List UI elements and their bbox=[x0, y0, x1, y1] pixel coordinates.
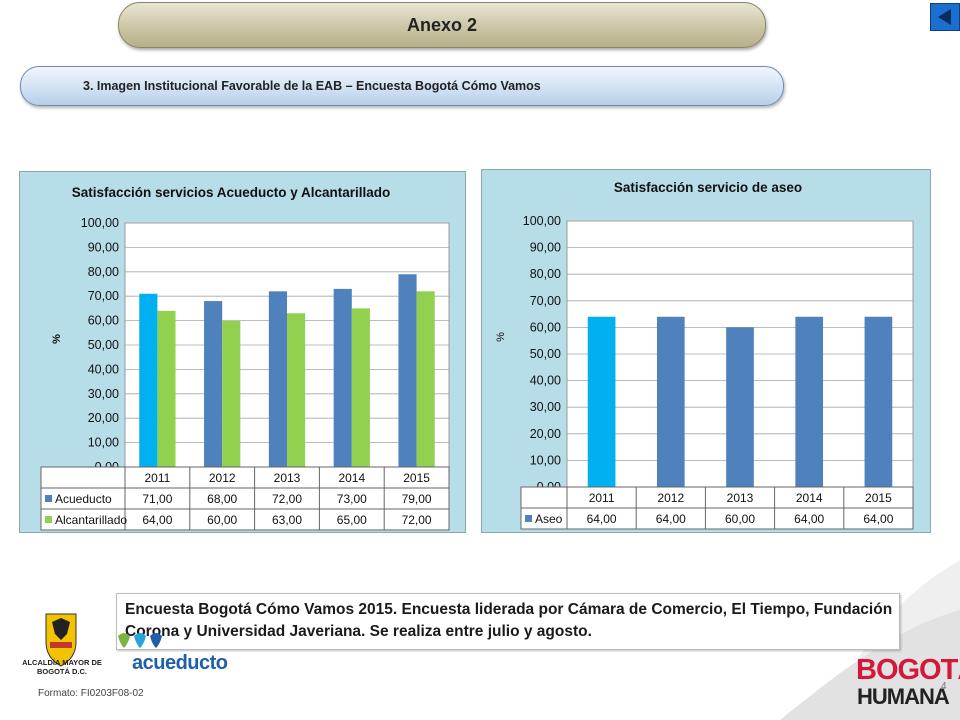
legend-swatch-acueducto bbox=[45, 495, 52, 502]
alcaldia-logo-text: ALCALDÍA MAYOR DE BOGOTÁ D.C. bbox=[22, 658, 102, 676]
bar-alcantarillado-2015 bbox=[416, 291, 435, 467]
x-tick-label: 2011 bbox=[589, 491, 615, 505]
x-tick-label: 2015 bbox=[403, 471, 430, 485]
bar-acueducto-2014 bbox=[333, 288, 352, 467]
chart-title: Satisfacción servicios Acueducto y Alcan… bbox=[72, 185, 391, 200]
x-tick-label: 2013 bbox=[727, 491, 754, 505]
data-label: 64,00 bbox=[656, 512, 686, 526]
y-tick-label: 90,00 bbox=[530, 241, 561, 255]
chart-title: Satisfacción servicio de aseo bbox=[614, 180, 802, 195]
data-label: 72,00 bbox=[402, 513, 432, 527]
data-label: 64,00 bbox=[863, 512, 893, 526]
data-label: 60,00 bbox=[725, 512, 755, 526]
data-label: 65,00 bbox=[337, 513, 367, 527]
x-tick-label: 2013 bbox=[274, 471, 301, 485]
chart-panel-aseo: Satisfacción servicio de aseo0,0010,0020… bbox=[481, 169, 931, 533]
data-label: 64,00 bbox=[794, 512, 824, 526]
y-tick-label: 30,00 bbox=[530, 400, 561, 414]
bar-aseo-2013 bbox=[726, 327, 754, 487]
y-tick-label: 90,00 bbox=[88, 240, 119, 254]
bar-alcantarillado-2012 bbox=[222, 320, 241, 467]
annex-title: Anexo 2 bbox=[406, 14, 478, 35]
y-tick-label: 70,00 bbox=[530, 294, 561, 308]
chart-aseo: Satisfacción servicio de aseo0,0010,0020… bbox=[495, 180, 914, 530]
annex-title-banner: Anexo 2 bbox=[118, 2, 766, 48]
chart-acueducto-alcantarillado: Satisfacción servicios Acueducto y Alcan… bbox=[40, 185, 450, 531]
data-label: 72,00 bbox=[272, 492, 302, 506]
bar-acueducto-2011 bbox=[139, 293, 158, 467]
bar-alcantarillado-2013 bbox=[287, 313, 306, 467]
y-tick-label: 70,00 bbox=[88, 289, 119, 303]
y-tick-label: 100,00 bbox=[81, 216, 119, 230]
y-tick-label: 50,00 bbox=[88, 338, 119, 352]
x-tick-label: 2012 bbox=[657, 491, 684, 505]
data-label: 79,00 bbox=[402, 492, 432, 506]
y-axis-label: % bbox=[495, 332, 507, 342]
bar-aseo-2015 bbox=[864, 316, 893, 487]
data-label: 60,00 bbox=[207, 513, 237, 527]
y-axis-label: % bbox=[51, 334, 63, 344]
legend-label-aseo: Aseo bbox=[535, 512, 563, 526]
bar-alcantarillado-2011 bbox=[157, 310, 176, 467]
data-label: 64,00 bbox=[587, 512, 617, 526]
legend-label-alcantarillado: Alcantarillado bbox=[55, 513, 127, 527]
bar-aseo-2011 bbox=[587, 316, 616, 487]
y-tick-label: 80,00 bbox=[88, 265, 119, 279]
acueducto-drops-logo bbox=[118, 633, 162, 648]
x-tick-label: 2011 bbox=[144, 471, 170, 485]
y-tick-label: 50,00 bbox=[530, 347, 561, 361]
section-subtitle: 3. Imagen Institucional Favorable de la … bbox=[83, 79, 541, 93]
x-tick-label: 2014 bbox=[796, 491, 823, 505]
source-note-text: Encuesta Bogotá Cómo Vamos 2015. Encuest… bbox=[125, 601, 893, 640]
data-label: 73,00 bbox=[337, 492, 367, 506]
y-tick-label: 10,00 bbox=[530, 453, 561, 467]
legend-label-acueducto: Acueducto bbox=[55, 492, 112, 506]
x-tick-label: 2014 bbox=[338, 471, 365, 485]
data-label: 63,00 bbox=[272, 513, 302, 527]
format-code: Formato: FI0203F08-02 bbox=[38, 688, 144, 699]
y-tick-label: 80,00 bbox=[530, 267, 561, 281]
bar-acueducto-2013 bbox=[268, 291, 287, 467]
data-label: 68,00 bbox=[207, 492, 237, 506]
data-table bbox=[40, 466, 450, 531]
y-tick-label: 60,00 bbox=[88, 314, 119, 328]
bogota-logo-word: BOGOTÁ bbox=[856, 654, 960, 686]
y-tick-label: 100,00 bbox=[523, 214, 561, 228]
bar-aseo-2014 bbox=[795, 316, 824, 487]
alcaldia-shield-logo bbox=[45, 613, 77, 667]
page-number: 4 bbox=[941, 681, 947, 692]
chart-panel-acueducto: Satisfacción servicios Acueducto y Alcan… bbox=[19, 171, 466, 533]
y-tick-label: 20,00 bbox=[88, 411, 119, 425]
legend-swatch-alcantarillado bbox=[45, 516, 52, 523]
y-tick-label: 30,00 bbox=[88, 387, 119, 401]
bar-aseo-2012 bbox=[656, 316, 685, 487]
bar-acueducto-2012 bbox=[204, 301, 223, 467]
y-tick-label: 40,00 bbox=[530, 374, 561, 388]
data-label: 71,00 bbox=[142, 492, 172, 506]
y-tick-label: 10,00 bbox=[88, 436, 119, 450]
acueducto-logo-text: acueducto bbox=[132, 652, 228, 674]
y-tick-label: 20,00 bbox=[530, 427, 561, 441]
data-label: 64,00 bbox=[142, 513, 172, 527]
bar-acueducto-2015 bbox=[398, 274, 417, 467]
bar-alcantarillado-2014 bbox=[351, 308, 370, 467]
humana-logo-word: HUMANA bbox=[857, 684, 950, 709]
x-tick-label: 2015 bbox=[865, 491, 892, 505]
y-tick-label: 60,00 bbox=[530, 320, 561, 334]
x-tick-label: 2012 bbox=[209, 471, 236, 485]
legend-swatch-aseo bbox=[525, 515, 532, 522]
back-button[interactable] bbox=[930, 3, 960, 31]
section-subtitle-banner: 3. Imagen Institucional Favorable de la … bbox=[20, 66, 784, 106]
y-tick-label: 40,00 bbox=[88, 362, 119, 376]
source-note-box: Encuesta Bogotá Cómo Vamos 2015. Encuest… bbox=[116, 593, 900, 650]
back-arrow-icon bbox=[938, 9, 951, 25]
